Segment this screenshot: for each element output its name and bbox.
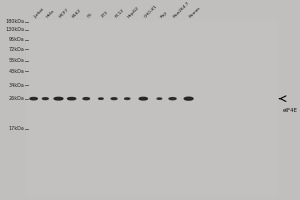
Ellipse shape: [68, 98, 76, 100]
Ellipse shape: [83, 98, 89, 100]
Text: 55kDa: 55kDa: [8, 58, 24, 63]
Ellipse shape: [169, 98, 176, 100]
Text: K562: K562: [72, 8, 82, 19]
Text: Jurkat: Jurkat: [34, 7, 45, 19]
Text: Raw264.7: Raw264.7: [172, 1, 190, 19]
Text: 26kDa: 26kDa: [8, 96, 24, 101]
Text: HepG2: HepG2: [127, 6, 141, 19]
Text: 3T3: 3T3: [101, 11, 110, 19]
Text: 95kDa: 95kDa: [8, 37, 24, 42]
Text: CHO-K1: CHO-K1: [143, 4, 158, 19]
Text: PC12: PC12: [114, 8, 125, 19]
Ellipse shape: [184, 97, 193, 100]
Text: 34kDa: 34kDa: [8, 83, 24, 88]
Ellipse shape: [42, 98, 48, 100]
Ellipse shape: [139, 97, 147, 100]
Text: C6: C6: [86, 12, 93, 19]
Text: eIF4E: eIF4E: [283, 108, 298, 113]
Text: Hela: Hela: [45, 9, 55, 19]
Ellipse shape: [111, 98, 117, 100]
Text: 72kDa: 72kDa: [8, 47, 24, 52]
Text: 17kDa: 17kDa: [8, 126, 24, 131]
Text: Ramos: Ramos: [189, 6, 202, 19]
Ellipse shape: [157, 98, 162, 99]
Text: 43kDa: 43kDa: [8, 69, 24, 74]
Text: Raji: Raji: [159, 11, 168, 19]
Ellipse shape: [124, 98, 130, 99]
Ellipse shape: [54, 97, 63, 100]
Text: MCF7: MCF7: [58, 8, 70, 19]
Ellipse shape: [99, 98, 103, 99]
Ellipse shape: [30, 98, 37, 100]
Text: 180kDa: 180kDa: [5, 19, 24, 24]
FancyBboxPatch shape: [26, 20, 278, 196]
Text: 130kDa: 130kDa: [5, 27, 24, 32]
